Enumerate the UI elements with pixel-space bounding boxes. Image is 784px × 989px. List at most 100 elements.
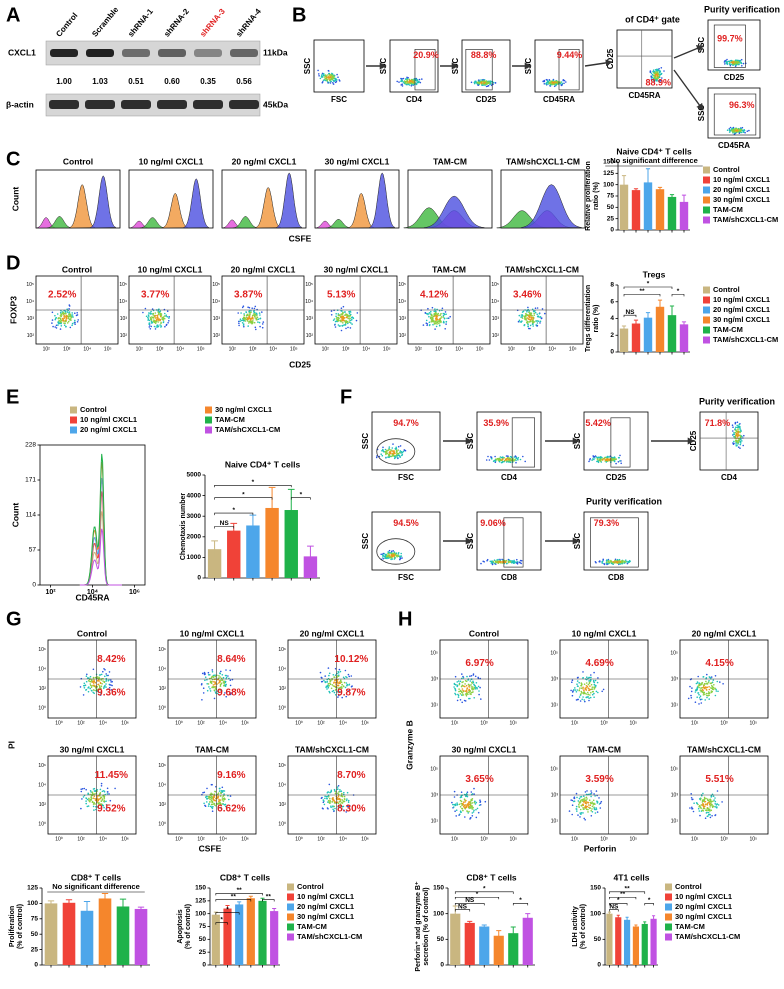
event-dot [262, 321, 265, 323]
event-dot [571, 679, 574, 681]
event-dot [387, 551, 390, 553]
event-dot [625, 559, 627, 561]
event-dot [98, 677, 100, 679]
event-dot [480, 562, 482, 565]
event-dot [54, 317, 57, 320]
event-dot [349, 327, 352, 329]
event-dot [737, 425, 740, 427]
y-tick-label: 10⁴ [398, 299, 406, 305]
event-dot [612, 562, 614, 564]
event-dot [471, 799, 473, 802]
event-dot [588, 806, 590, 809]
event-dot [326, 688, 328, 690]
event-dot [322, 81, 324, 83]
event-dot [651, 76, 654, 79]
event-dot [97, 683, 99, 686]
event-dot [317, 69, 319, 72]
event-dot [519, 321, 521, 323]
event-dot [546, 81, 549, 84]
event-dot [60, 325, 63, 327]
gate-percent: 9.44% [557, 50, 583, 60]
event-dot [105, 680, 107, 682]
event-dot [435, 315, 438, 318]
event-dot [470, 803, 472, 805]
event-dot [715, 690, 718, 692]
event-dot [706, 673, 708, 676]
quadrant-percent: 9.36% [97, 688, 125, 699]
event-dot [725, 59, 727, 62]
event-dot [436, 323, 438, 325]
legend-label: TAM/shCXCL1-CM [215, 425, 280, 434]
event-dot [439, 317, 441, 320]
x-tick-label: 10⁴ [455, 346, 463, 352]
y-tick-label: 0 [202, 962, 206, 969]
event-dot [570, 689, 572, 692]
event-dot [480, 698, 482, 700]
event-dot [445, 313, 447, 316]
event-dot [526, 321, 528, 324]
event-dot [703, 686, 706, 689]
event-dot [337, 76, 339, 78]
event-dot [716, 807, 718, 809]
event-dot [459, 693, 462, 695]
event-dot [714, 803, 716, 805]
event-dot [578, 806, 580, 808]
histogram-peak [255, 187, 281, 229]
event-dot [89, 687, 91, 690]
bar [679, 324, 689, 352]
event-dot [327, 69, 330, 72]
event-dot [341, 683, 344, 686]
event-dot [470, 684, 472, 686]
event-dot [400, 552, 403, 555]
significance-label: NS [625, 309, 635, 316]
event-dot [607, 563, 610, 565]
event-dot [241, 306, 244, 309]
event-dot [74, 319, 76, 322]
event-dot [415, 78, 418, 81]
event-dot [385, 555, 388, 558]
event-dot [250, 319, 252, 321]
y-tick-label: 10¹ [431, 702, 439, 708]
event-dot [403, 449, 406, 451]
event-dot [165, 324, 168, 327]
x-tick-label: 10³ [720, 720, 728, 726]
event-dot [389, 452, 392, 455]
x-axis-label: CD8 [501, 573, 518, 582]
event-dot [338, 682, 341, 685]
event-dot [397, 449, 399, 451]
event-dot [152, 312, 155, 315]
event-dot [597, 691, 599, 694]
event-dot [384, 450, 387, 453]
plot-frame [583, 411, 649, 471]
event-dot [722, 683, 724, 685]
event-dot [494, 455, 496, 458]
event-dot [712, 679, 715, 681]
event-dot [327, 808, 329, 810]
event-dot [714, 797, 716, 799]
event-dot [599, 802, 602, 804]
plot-title: Control [469, 628, 499, 638]
x-tick-label: 10¹ [571, 720, 579, 726]
event-dot [541, 308, 544, 310]
event-dot [100, 785, 103, 787]
event-dot [74, 312, 76, 315]
legend-label: 30 ng/ml CXCL1 [215, 405, 272, 414]
event-dot [340, 681, 343, 683]
event-dot [412, 81, 414, 83]
event-dot [740, 58, 743, 61]
event-dot [595, 790, 598, 792]
event-dot [349, 311, 352, 313]
event-dot [388, 549, 391, 552]
event-dot [69, 326, 72, 329]
event-dot [220, 670, 222, 673]
event-dot [259, 325, 261, 328]
event-dot [65, 314, 68, 317]
event-dot [103, 791, 106, 793]
event-dot [340, 790, 343, 792]
event-dot [473, 809, 475, 812]
event-dot [507, 461, 510, 463]
event-dot [391, 552, 393, 555]
event-dot [706, 694, 708, 697]
event-dot [326, 78, 328, 80]
event-dot [456, 681, 459, 683]
